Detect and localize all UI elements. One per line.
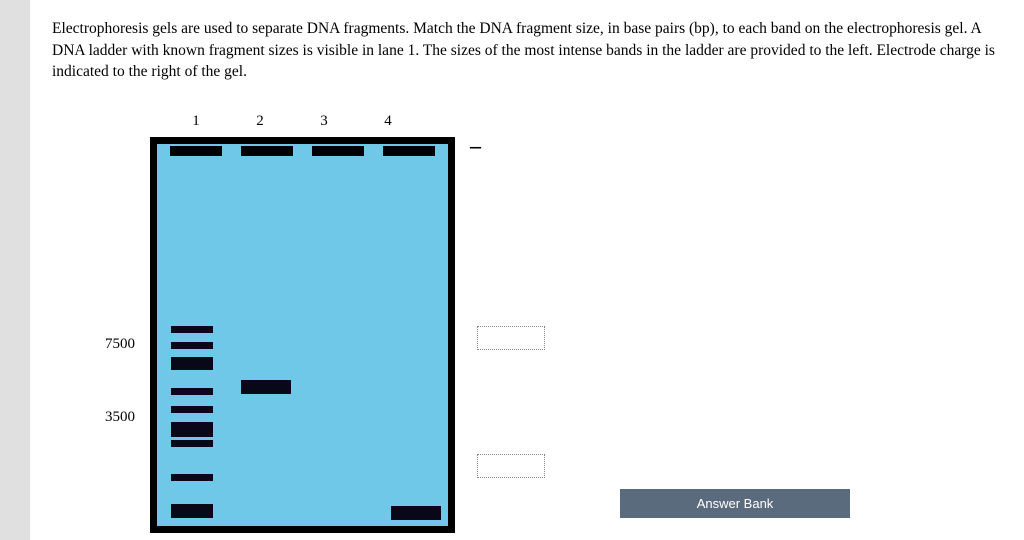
question-text: Electrophoresis gels are used to separat… <box>52 18 1002 83</box>
drop-target-1[interactable] <box>477 326 545 350</box>
lane-label-4: 4 <box>356 113 420 130</box>
well-2 <box>241 146 293 156</box>
answer-bank-label: Answer Bank <box>697 496 774 511</box>
lane-labels-row: 1 2 3 4 <box>164 113 420 130</box>
band-lane1-1 <box>171 342 213 349</box>
gel-diagram: 1 2 3 4 7500 3500 – Answer Bank <box>52 113 1002 533</box>
band-lane2-9 <box>241 380 291 394</box>
electrode-minus: – <box>470 133 481 159</box>
content-panel: Electrophoresis gels are used to separat… <box>30 0 1024 540</box>
band-lane4-10 <box>391 506 441 520</box>
band-lane1-5 <box>171 422 213 437</box>
lane-label-3: 3 <box>292 113 356 130</box>
band-lane1-6 <box>171 440 213 447</box>
band-lane1-2 <box>171 357 213 370</box>
band-lane1-7 <box>171 474 213 481</box>
gel-container <box>150 137 455 533</box>
band-lane1-0 <box>171 326 213 333</box>
ladder-size-3500: 3500 <box>85 409 135 426</box>
drop-target-2[interactable] <box>477 454 545 478</box>
well-3 <box>312 146 364 156</box>
lane-label-1: 1 <box>164 113 228 130</box>
ladder-size-7500: 7500 <box>85 336 135 353</box>
answer-bank-header[interactable]: Answer Bank <box>620 489 850 518</box>
well-1 <box>170 146 222 156</box>
well-row <box>157 146 448 156</box>
band-lane1-4 <box>171 406 213 413</box>
well-4 <box>383 146 435 156</box>
lane-label-2: 2 <box>228 113 292 130</box>
band-lane1-8 <box>171 504 213 518</box>
band-lane1-3 <box>171 388 213 395</box>
